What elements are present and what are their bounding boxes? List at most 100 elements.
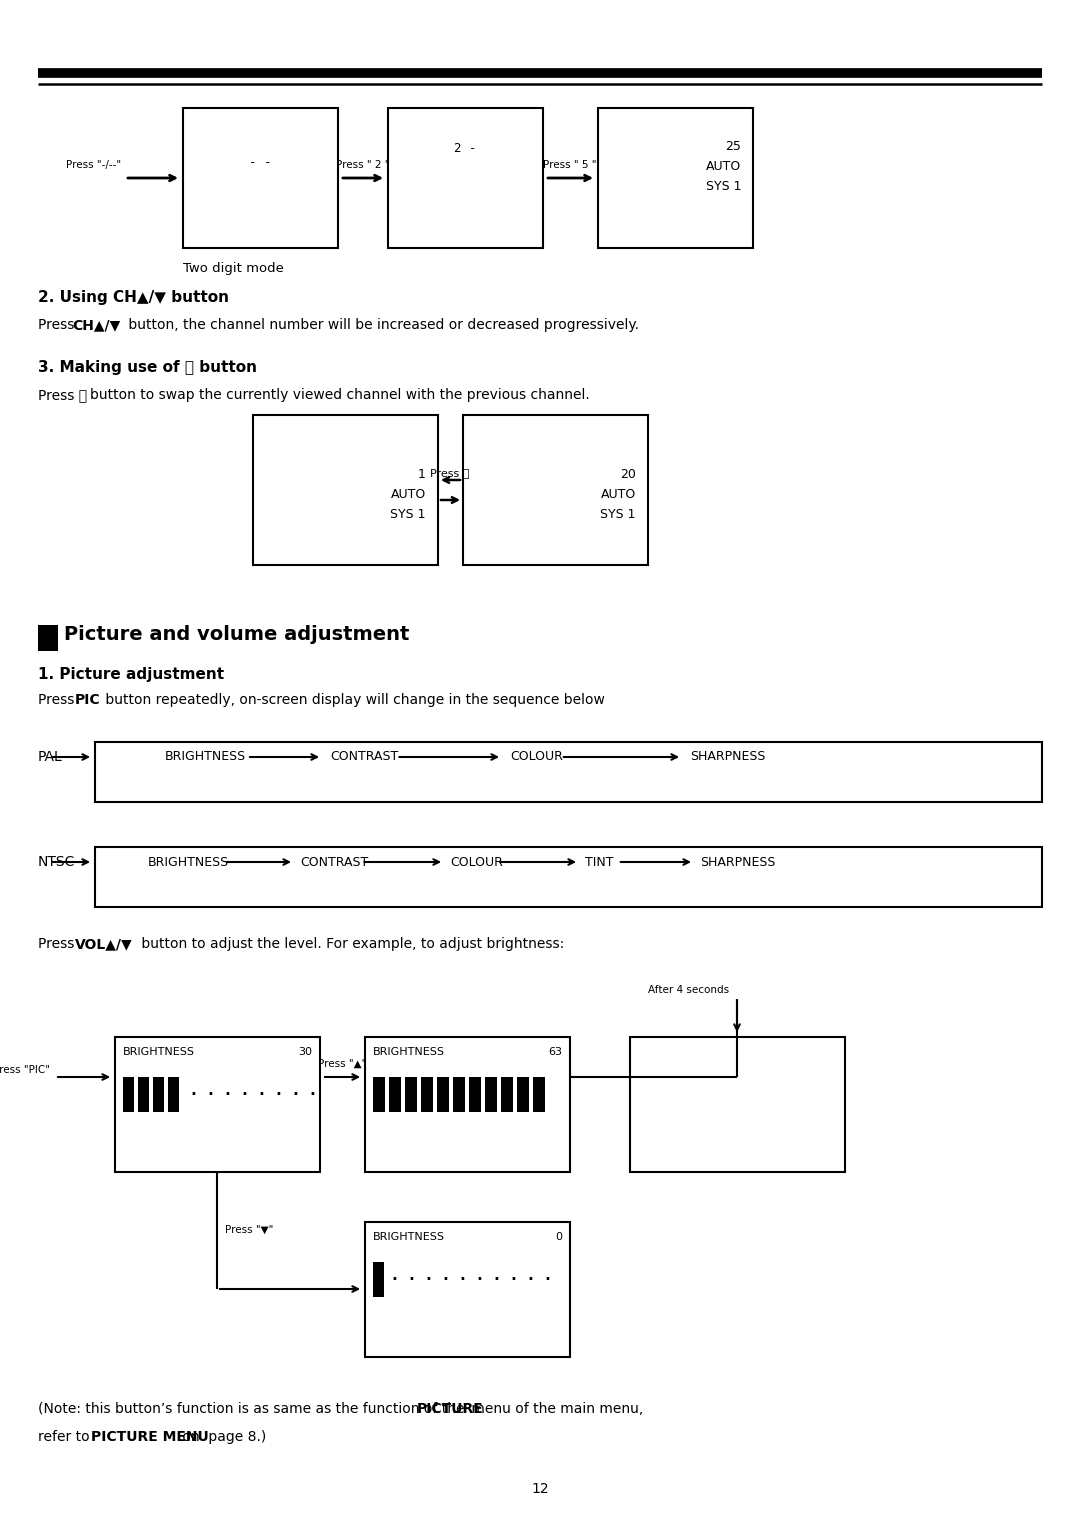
- Text: 3. Making use of Ⓢ button: 3. Making use of Ⓢ button: [38, 360, 257, 376]
- Text: BRIGHTNESS: BRIGHTNESS: [123, 1048, 195, 1057]
- Bar: [123, 1077, 134, 1112]
- Text: button to swap the currently viewed channel with the previous channel.: button to swap the currently viewed chan…: [90, 388, 590, 402]
- Text: Press "▼": Press "▼": [225, 1225, 273, 1235]
- Bar: [373, 1261, 384, 1296]
- Bar: [517, 1077, 529, 1112]
- Text: COLOUR: COLOUR: [510, 750, 563, 764]
- Text: ·: ·: [509, 1267, 517, 1292]
- Bar: [598, 108, 753, 247]
- Text: Press "-/--": Press "-/--": [66, 160, 121, 169]
- Text: ·: ·: [206, 1083, 214, 1107]
- Text: 20: 20: [620, 469, 636, 481]
- Bar: [405, 1077, 417, 1112]
- Text: ·: ·: [240, 1083, 248, 1107]
- Text: PAL: PAL: [38, 750, 63, 764]
- Text: 30: 30: [298, 1048, 312, 1057]
- Text: button repeatedly, on-screen display will change in the sequence below: button repeatedly, on-screen display wil…: [102, 693, 605, 707]
- Text: on  page 8.): on page 8.): [178, 1429, 266, 1445]
- Text: ·: ·: [407, 1267, 415, 1292]
- Text: ·: ·: [458, 1267, 465, 1292]
- Text: refer to: refer to: [38, 1429, 94, 1445]
- Bar: [388, 108, 543, 247]
- Text: Press " 2 ": Press " 2 ": [336, 160, 390, 169]
- Text: NTSC: NTSC: [38, 855, 76, 869]
- Text: ·: ·: [424, 1267, 432, 1292]
- Bar: [95, 847, 1042, 907]
- Text: After 4 seconds: After 4 seconds: [648, 985, 729, 996]
- Text: ·: ·: [189, 1083, 197, 1107]
- Text: COLOUR: COLOUR: [450, 855, 503, 869]
- Text: Press Ⓢ: Press Ⓢ: [38, 388, 87, 402]
- Text: - -: - -: [248, 156, 271, 169]
- Text: 0: 0: [555, 1232, 562, 1241]
- Bar: [437, 1077, 449, 1112]
- Bar: [168, 1077, 179, 1112]
- Text: ·: ·: [543, 1267, 551, 1292]
- Bar: [453, 1077, 465, 1112]
- Text: CONTRAST: CONTRAST: [330, 750, 399, 764]
- Bar: [365, 1222, 570, 1358]
- Text: 2 -: 2 -: [454, 142, 476, 154]
- Text: CH▲/▼: CH▲/▼: [72, 318, 120, 331]
- Bar: [501, 1077, 513, 1112]
- Text: button, the channel number will be increased or decreased progressively.: button, the channel number will be incre…: [124, 318, 639, 331]
- Text: Picture and volume adjustment: Picture and volume adjustment: [64, 625, 409, 644]
- Text: BRIGHTNESS: BRIGHTNESS: [373, 1232, 445, 1241]
- Text: button to adjust the level. For example, to adjust brightness:: button to adjust the level. For example,…: [137, 938, 564, 951]
- Text: ·: ·: [291, 1083, 299, 1107]
- Text: ·: ·: [222, 1083, 231, 1107]
- Text: Two digit mode: Two digit mode: [183, 263, 284, 275]
- Text: 2. Using CH▲/▼ button: 2. Using CH▲/▼ button: [38, 290, 229, 305]
- Bar: [365, 1037, 570, 1173]
- Text: ·: ·: [526, 1267, 534, 1292]
- Text: BRIGHTNESS: BRIGHTNESS: [373, 1048, 445, 1057]
- Bar: [138, 1077, 149, 1112]
- Text: VOL▲/▼: VOL▲/▼: [75, 938, 133, 951]
- Text: Press: Press: [38, 318, 79, 331]
- Text: Press: Press: [38, 938, 79, 951]
- Text: SHARPNESS: SHARPNESS: [690, 750, 766, 764]
- Bar: [253, 415, 438, 565]
- Text: Press "▲": Press "▲": [318, 1060, 366, 1069]
- Bar: [421, 1077, 433, 1112]
- Text: Press Ⓢ: Press Ⓢ: [430, 467, 470, 478]
- Text: SYS 1: SYS 1: [391, 508, 426, 522]
- Text: ·: ·: [274, 1083, 282, 1107]
- Text: BRIGHTNESS: BRIGHTNESS: [148, 855, 229, 869]
- Bar: [373, 1077, 384, 1112]
- Bar: [534, 1077, 545, 1112]
- Text: PIC: PIC: [75, 693, 100, 707]
- Text: AUTO: AUTO: [705, 159, 741, 173]
- Text: 12: 12: [531, 1483, 549, 1496]
- Text: Press " 5 ": Press " 5 ": [543, 160, 597, 169]
- Text: ·: ·: [390, 1267, 399, 1292]
- Text: Press: Press: [38, 693, 79, 707]
- Bar: [95, 742, 1042, 802]
- Text: ·: ·: [257, 1083, 265, 1107]
- Bar: [469, 1077, 481, 1112]
- Text: SHARPNESS: SHARPNESS: [700, 855, 775, 869]
- Bar: [389, 1077, 401, 1112]
- Bar: [183, 108, 338, 247]
- Text: 25: 25: [725, 139, 741, 153]
- Bar: [630, 1037, 845, 1173]
- Text: SYS 1: SYS 1: [705, 180, 741, 192]
- Text: menu of the main menu,: menu of the main menu,: [468, 1402, 644, 1416]
- Bar: [38, 625, 58, 651]
- Bar: [114, 1037, 320, 1173]
- Text: Press "PIC": Press "PIC": [0, 1064, 50, 1075]
- Bar: [153, 1077, 164, 1112]
- Text: 1: 1: [418, 469, 426, 481]
- Text: 1. Picture adjustment: 1. Picture adjustment: [38, 667, 225, 683]
- Text: SYS 1: SYS 1: [600, 508, 636, 522]
- Bar: [463, 415, 648, 565]
- Text: ·: ·: [308, 1083, 316, 1107]
- Text: ·: ·: [441, 1267, 449, 1292]
- Text: 63: 63: [548, 1048, 562, 1057]
- Text: BRIGHTNESS: BRIGHTNESS: [165, 750, 246, 764]
- Text: PICTURE MENU: PICTURE MENU: [92, 1429, 210, 1445]
- Text: AUTO: AUTO: [391, 489, 426, 501]
- Text: CONTRAST: CONTRAST: [300, 855, 368, 869]
- Bar: [485, 1077, 497, 1112]
- Text: PICTURE: PICTURE: [417, 1402, 484, 1416]
